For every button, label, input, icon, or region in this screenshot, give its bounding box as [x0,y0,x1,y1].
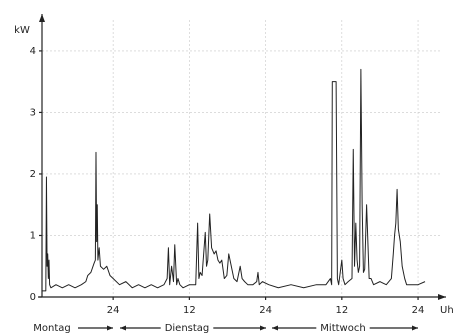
day-label: Mittwoch [320,323,365,334]
y-tick-label: 0 [30,292,36,303]
x-tick-label: 24 [107,305,120,316]
y-tick-label: 3 [30,107,36,118]
day-range-arrow [120,325,126,331]
y-axis-arrow [39,14,45,22]
power-line [42,68,426,292]
x-tick-label: 24 [259,305,272,316]
day-range-arrow [107,325,113,331]
y-axis-label: kW [14,25,30,36]
y-tick-label: 2 [30,169,36,180]
x-tick-label: 12 [183,305,196,316]
day-range-arrow [272,325,278,331]
x-axis-arrow [438,294,446,300]
y-tick-label: 4 [30,46,36,57]
x-axis-label: Uhr [440,305,454,316]
day-label: Montag [33,323,70,334]
day-label: Dienstag [165,323,210,334]
x-tick-label: 12 [335,305,348,316]
day-range-arrow [260,325,266,331]
day-range-arrow [412,325,418,331]
x-tick-label: 24 [412,305,425,316]
y-tick-label: 1 [30,230,36,241]
